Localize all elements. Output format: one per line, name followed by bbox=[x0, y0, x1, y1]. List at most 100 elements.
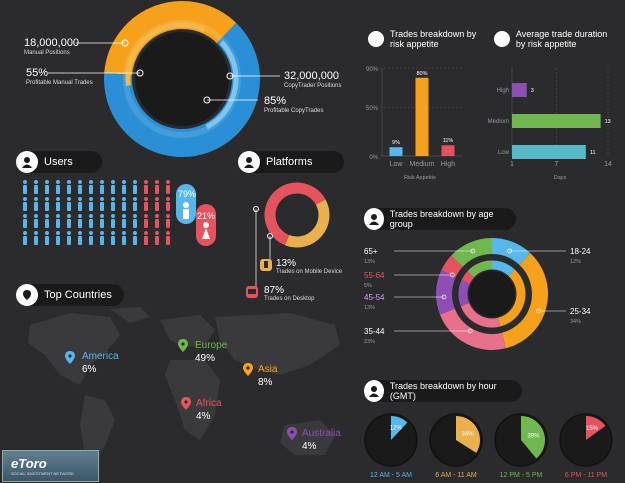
person-icon bbox=[78, 231, 82, 245]
y-tick-label: High bbox=[497, 88, 509, 94]
male-pct: 79% bbox=[178, 189, 196, 199]
age-title: Trades breakdown by age group bbox=[389, 209, 494, 229]
person-icon bbox=[78, 214, 82, 228]
x-axis-label: Risk Appetite bbox=[404, 175, 436, 181]
manual-value: 18,000,000 bbox=[24, 37, 80, 49]
age-slice-18-24 bbox=[491, 238, 531, 266]
hour-label: 6 AM - 11 AM bbox=[435, 472, 477, 479]
person-icon bbox=[144, 197, 148, 211]
user-icon bbox=[368, 31, 384, 47]
manual-positions-slice bbox=[104, 1, 237, 76]
person-icon bbox=[144, 231, 148, 245]
age-inner-slice-65+ bbox=[467, 260, 493, 278]
location-pin-icon bbox=[181, 397, 191, 410]
bar-value-label: 11 bbox=[590, 150, 596, 156]
hour-pct: 15% bbox=[586, 426, 599, 432]
age-slice-35-44 bbox=[439, 308, 506, 350]
person-icon bbox=[89, 231, 93, 245]
age-slice-45-54 bbox=[436, 270, 456, 315]
location-pin-icon bbox=[65, 351, 75, 364]
age-pct: 5% bbox=[364, 283, 372, 289]
age-label: 18-24 bbox=[570, 247, 591, 256]
country-asia-name: Asia bbox=[258, 364, 278, 375]
person-icon bbox=[166, 214, 170, 228]
risk-bars-header: Trades breakdown by risk appetite bbox=[368, 29, 488, 49]
hour-slice-2 bbox=[521, 416, 545, 459]
copy-label: CopyTrader Positions bbox=[284, 83, 342, 89]
person-icon bbox=[133, 231, 137, 245]
platforms-header: Platforms bbox=[238, 151, 344, 173]
age-inner-slice-55-64 bbox=[461, 271, 475, 284]
person-icon bbox=[67, 180, 71, 194]
country-america-pct: 6% bbox=[82, 364, 97, 375]
profitable-copy-label: Profitable CopyTrades bbox=[264, 108, 324, 114]
country-africa-name: Africa bbox=[196, 398, 222, 409]
person-icon bbox=[34, 231, 38, 245]
hour-label: 12 PM - 5 PM bbox=[500, 472, 543, 479]
duration-bars-title: Average trade duration by risk appetite bbox=[515, 29, 608, 49]
person-icon bbox=[34, 214, 38, 228]
bar-value-label: 3 bbox=[531, 88, 534, 94]
hour-slice-3 bbox=[586, 416, 606, 440]
person-icon bbox=[133, 197, 137, 211]
age-pct: 12% bbox=[570, 259, 581, 265]
mobile-slice bbox=[285, 199, 330, 248]
bar-low bbox=[389, 147, 403, 156]
person-icon bbox=[100, 231, 104, 245]
bar-value-label: 80% bbox=[416, 71, 427, 77]
person-icon bbox=[45, 231, 49, 245]
bar-value-label: 9% bbox=[392, 140, 400, 146]
country-markers bbox=[65, 339, 297, 440]
hour-title: Trades breakdown by hour (GMT) bbox=[389, 381, 497, 401]
person-icon bbox=[56, 197, 60, 211]
age-pct: 13% bbox=[364, 305, 375, 311]
person-icon bbox=[56, 214, 60, 228]
duration-bar-chart: 1 7 14 3 High 13 Medium 11 Low Days bbox=[488, 68, 612, 181]
person-icon bbox=[23, 180, 27, 194]
user-icon bbox=[364, 208, 384, 230]
y-tick-label: 50% bbox=[366, 106, 379, 112]
risk-appetite-bar-chart: 0% 50% 90% 9% Low 80% Medium 11% High Risk Appeti… bbox=[366, 67, 462, 181]
age-group-donut: 18-24 12% 25-34 34% 35-44 23% 45-54 13% 55-64 5% 6… bbox=[364, 238, 591, 350]
x-tick-label: High bbox=[441, 161, 456, 168]
platforms-donut bbox=[246, 182, 330, 298]
manual-label: Manual Positions bbox=[24, 50, 70, 56]
hbar-low bbox=[512, 145, 586, 159]
risk-bars-title: Trades breakdown by risk appetite bbox=[390, 29, 477, 49]
person-icon bbox=[23, 231, 27, 245]
copytrader-positions-slice bbox=[104, 22, 260, 157]
location-pin-icon bbox=[178, 339, 188, 352]
user-icon bbox=[238, 151, 260, 173]
age-header: Trades breakdown by age group bbox=[364, 208, 516, 230]
hour-pct: 39% bbox=[527, 434, 540, 440]
duration-bars-header: Average trade duration by risk appetite bbox=[494, 29, 619, 49]
x-tick-label: 1 bbox=[510, 161, 514, 168]
logo-tagline: SOCIAL INVESTMENT NETWORK bbox=[11, 471, 74, 476]
person-icon bbox=[155, 197, 159, 211]
age-inner-slice-35-44 bbox=[460, 302, 501, 328]
person-icon bbox=[166, 180, 170, 194]
location-pin-icon bbox=[243, 363, 253, 376]
person-icon bbox=[144, 214, 148, 228]
person-icon bbox=[56, 180, 60, 194]
x-tick-label: 7 bbox=[554, 161, 558, 168]
age-slice-65+ bbox=[451, 238, 493, 267]
age-pct: 34% bbox=[570, 319, 581, 325]
country-africa-pct: 4% bbox=[196, 411, 211, 422]
female-pct: 21% bbox=[197, 211, 215, 221]
copy-value: 32,000,000 bbox=[284, 70, 340, 82]
age-label: 25-34 bbox=[570, 307, 591, 316]
person-icon bbox=[166, 197, 170, 211]
person-icon bbox=[100, 197, 104, 211]
person-icon bbox=[34, 180, 38, 194]
hbar-high bbox=[512, 83, 527, 97]
x-tick-label: 14 bbox=[604, 161, 612, 168]
users-header: Users bbox=[16, 151, 102, 173]
bar-value-label: 11% bbox=[443, 138, 454, 144]
age-label: 55-64 bbox=[364, 271, 385, 280]
y-tick-label: 0% bbox=[369, 155, 378, 161]
person-icon bbox=[122, 214, 126, 228]
platforms-title: Platforms bbox=[266, 156, 313, 168]
hour-pies: 12% 12 AM - 5 AM 34% 6 AM - 11 AM 39% 12 PM -… bbox=[364, 413, 613, 479]
age-pct: 23% bbox=[364, 339, 375, 345]
